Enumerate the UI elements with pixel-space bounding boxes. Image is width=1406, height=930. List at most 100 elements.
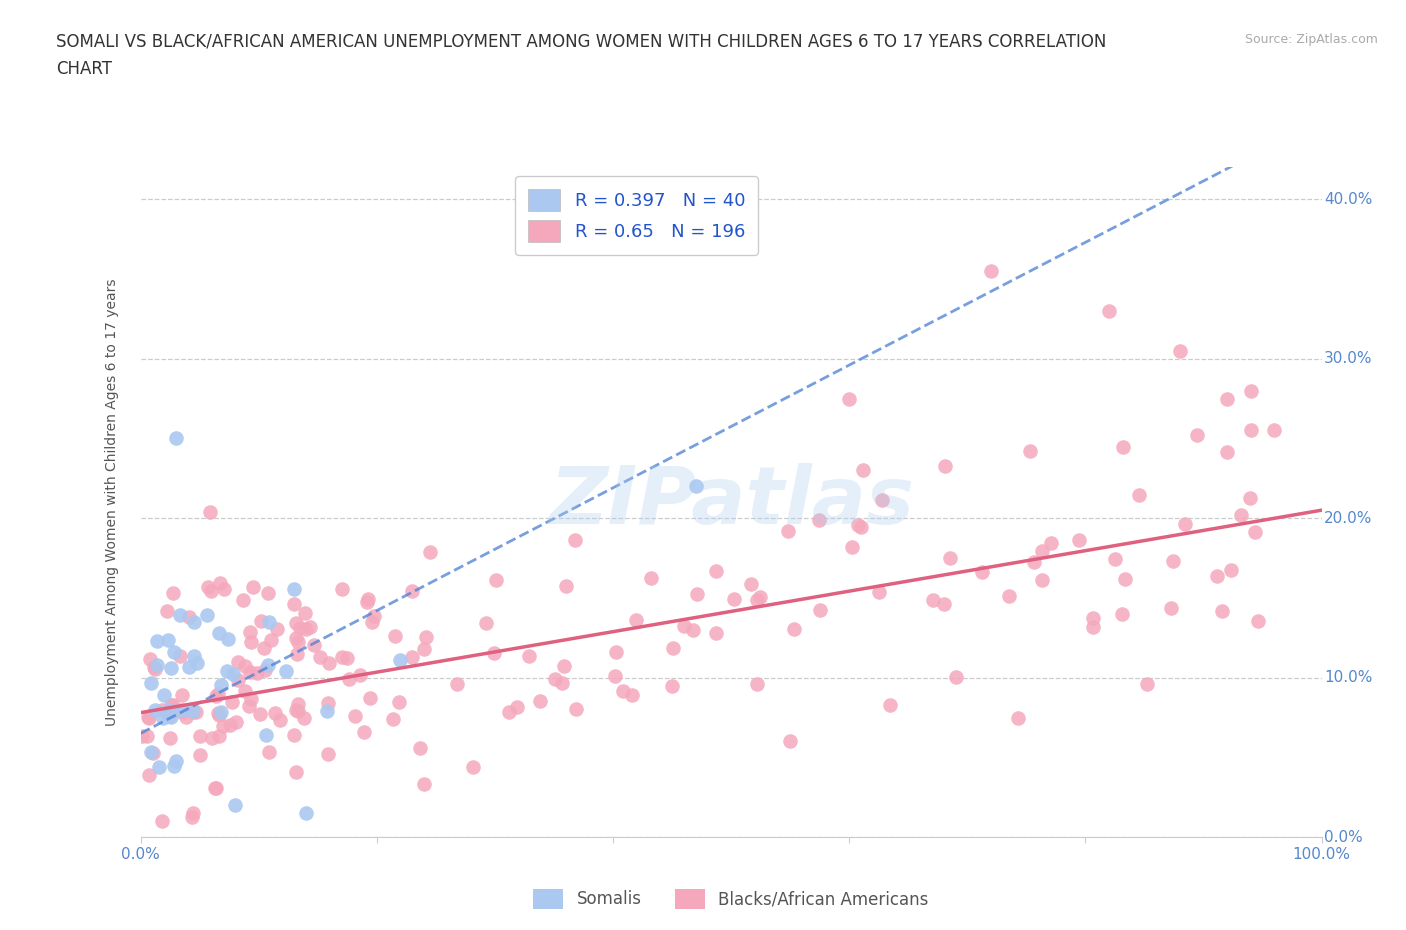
Point xyxy=(136,729,159,744)
Point xyxy=(131,729,153,744)
Point xyxy=(285,616,308,631)
Point xyxy=(159,698,181,712)
Point xyxy=(330,650,353,665)
Point xyxy=(294,605,316,620)
Point xyxy=(285,646,308,661)
Point xyxy=(260,632,283,647)
Point xyxy=(240,634,263,649)
Point xyxy=(848,517,870,532)
Point xyxy=(363,608,385,623)
Point xyxy=(603,668,626,683)
Point xyxy=(238,698,260,713)
Point xyxy=(200,584,222,599)
Point xyxy=(177,609,200,624)
Point xyxy=(222,667,245,682)
Point xyxy=(704,564,727,578)
Point xyxy=(564,533,586,548)
Point xyxy=(257,615,280,630)
Point xyxy=(1031,544,1053,559)
Point xyxy=(685,479,707,494)
Text: 40.0%: 40.0% xyxy=(1324,192,1372,206)
Point xyxy=(205,688,228,703)
Point xyxy=(181,704,204,719)
Point xyxy=(186,656,208,671)
Point xyxy=(1031,573,1053,588)
Point xyxy=(1230,508,1253,523)
Text: 20.0%: 20.0% xyxy=(1324,511,1372,525)
Point xyxy=(186,705,208,720)
Point xyxy=(197,580,219,595)
Point xyxy=(208,575,231,590)
Point xyxy=(138,768,160,783)
Point xyxy=(143,702,166,717)
Point xyxy=(207,686,229,701)
Text: 10.0%: 10.0% xyxy=(1324,671,1372,685)
Point xyxy=(163,759,186,774)
Point xyxy=(1211,603,1233,618)
Point xyxy=(939,551,962,565)
Point xyxy=(980,263,1002,278)
Point xyxy=(253,663,276,678)
Point xyxy=(740,577,762,591)
Text: 0.0%: 0.0% xyxy=(1324,830,1362,844)
Point xyxy=(209,704,232,719)
Point xyxy=(302,637,325,652)
Point xyxy=(463,760,485,775)
Point xyxy=(181,809,204,824)
Point xyxy=(152,711,174,726)
Y-axis label: Unemployment Among Women with Children Ages 6 to 17 years: Unemployment Among Women with Children A… xyxy=(105,278,120,726)
Point xyxy=(972,565,994,579)
Point xyxy=(165,754,187,769)
Point xyxy=(330,581,353,596)
Point xyxy=(401,584,423,599)
Point xyxy=(1104,551,1126,566)
Point xyxy=(204,780,226,795)
Point xyxy=(143,662,166,677)
Point xyxy=(356,594,378,609)
Point xyxy=(682,622,704,637)
Point xyxy=(1112,440,1135,455)
Point xyxy=(225,714,247,729)
Point xyxy=(224,798,246,813)
Point xyxy=(1174,516,1197,531)
Point xyxy=(852,462,875,477)
Point xyxy=(662,640,685,655)
Text: SOMALI VS BLACK/AFRICAN AMERICAN UNEMPLOYMENT AMONG WOMEN WITH CHILDREN AGES 6 T: SOMALI VS BLACK/AFRICAN AMERICAN UNEMPLO… xyxy=(56,33,1107,50)
Point xyxy=(344,708,367,723)
Point xyxy=(553,658,575,673)
Point xyxy=(242,579,264,594)
Point xyxy=(170,704,193,719)
Point xyxy=(145,633,167,648)
Point xyxy=(163,644,186,659)
Point xyxy=(1111,606,1133,621)
Point xyxy=(263,706,285,721)
Point xyxy=(1019,443,1042,458)
Point xyxy=(201,731,224,746)
Point xyxy=(253,641,276,656)
Point xyxy=(1206,568,1229,583)
Point xyxy=(285,703,308,718)
Point xyxy=(413,641,436,656)
Point xyxy=(159,710,181,724)
Point xyxy=(1185,427,1208,442)
Point xyxy=(1114,572,1136,587)
Point xyxy=(612,684,634,698)
Point xyxy=(141,676,163,691)
Point xyxy=(810,603,832,618)
Point xyxy=(849,519,872,534)
Point xyxy=(749,590,772,604)
Point xyxy=(208,729,231,744)
Point xyxy=(142,659,165,674)
Point xyxy=(276,663,298,678)
Point xyxy=(233,658,256,673)
Point xyxy=(285,764,308,779)
Point xyxy=(945,670,967,684)
Point xyxy=(1239,491,1261,506)
Point xyxy=(626,612,648,627)
Point xyxy=(551,675,574,690)
Point xyxy=(704,625,727,640)
Point xyxy=(1244,525,1267,539)
Point xyxy=(209,678,232,693)
Point xyxy=(1161,554,1184,569)
Point xyxy=(309,650,332,665)
